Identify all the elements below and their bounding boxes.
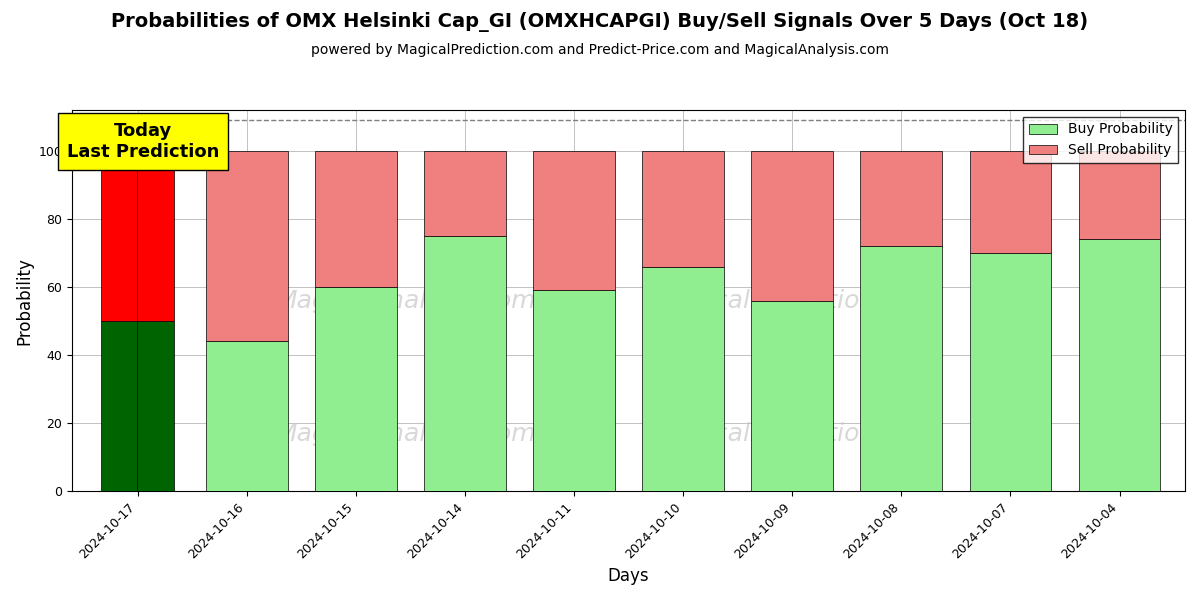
Bar	[101, 151, 138, 321]
Bar	[1079, 239, 1160, 491]
Bar	[137, 151, 174, 321]
Bar	[424, 236, 506, 491]
Text: MagicalPrediction.com: MagicalPrediction.com	[654, 289, 937, 313]
Bar	[970, 151, 1051, 253]
Text: MagicalAnalysis.com: MagicalAnalysis.com	[276, 422, 536, 446]
Text: Today
Last Prediction: Today Last Prediction	[67, 122, 220, 161]
Bar	[860, 246, 942, 491]
Bar	[1079, 151, 1160, 239]
Bar	[860, 151, 942, 246]
Bar	[642, 151, 724, 266]
Text: powered by MagicalPrediction.com and Predict-Price.com and MagicalAnalysis.com: powered by MagicalPrediction.com and Pre…	[311, 43, 889, 57]
Bar	[206, 341, 288, 491]
Bar	[137, 321, 174, 491]
Y-axis label: Probability: Probability	[16, 257, 34, 344]
Bar	[533, 290, 614, 491]
Bar	[533, 151, 614, 290]
Bar	[751, 151, 833, 301]
Bar	[314, 151, 397, 287]
Bar	[314, 287, 397, 491]
Text: MagicalPrediction.com: MagicalPrediction.com	[654, 422, 937, 446]
Bar	[101, 321, 138, 491]
Bar	[642, 266, 724, 491]
Text: MagicalAnalysis.com: MagicalAnalysis.com	[276, 289, 536, 313]
Legend: Buy Probability, Sell Probability: Buy Probability, Sell Probability	[1024, 117, 1178, 163]
Bar	[751, 301, 833, 491]
Text: Probabilities of OMX Helsinki Cap_GI (OMXHCAPGI) Buy/Sell Signals Over 5 Days (O: Probabilities of OMX Helsinki Cap_GI (OM…	[112, 12, 1088, 32]
Bar	[970, 253, 1051, 491]
Bar	[424, 151, 506, 236]
X-axis label: Days: Days	[607, 567, 649, 585]
Bar	[206, 151, 288, 341]
